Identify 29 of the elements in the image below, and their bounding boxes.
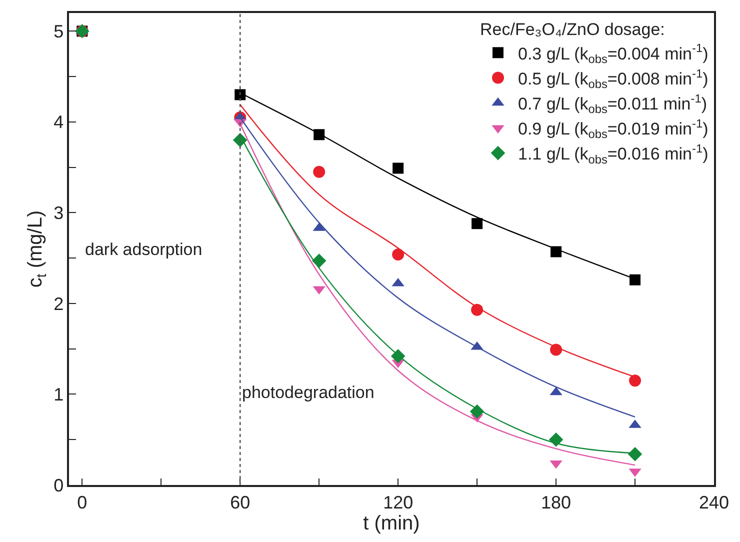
annotation: dark adsorption: [85, 240, 202, 259]
y-tick-label: 1: [54, 384, 64, 405]
x-tick-label: 0: [77, 492, 88, 512]
y-tick-label: 0: [54, 475, 64, 496]
point: [313, 166, 326, 178]
y-tick-label: 3: [54, 202, 64, 223]
legend-label: 0.7 g/L (k$_{obs}$=0.011 min$^{-1}$): [518, 91, 707, 116]
legend-label: 0.5 g/L (k$_{obs}$=0.008 min$^{-1}$): [518, 66, 708, 91]
point: [630, 274, 641, 286]
annotation: photodegradation: [242, 383, 374, 402]
legend-label: 1.1 g/L (k$_{obs}$=0.016 min$^{-1}$): [518, 142, 708, 166]
point: [470, 404, 484, 419]
point: [548, 432, 564, 447]
point: [392, 248, 404, 260]
legend-label: 0.9 g/L (k$_{obs}$=0.019 min$^{-1}$): [518, 116, 708, 142]
x-tick-label: 180: [541, 492, 572, 512]
x-tick-label: 60: [230, 492, 250, 512]
point: [472, 218, 483, 230]
point: [392, 162, 404, 174]
y-tick-label: 5: [54, 21, 64, 42]
x-tick-label: 240: [698, 492, 730, 512]
point: [628, 446, 642, 462]
x-tick-label: 120: [383, 492, 414, 512]
y-tick-label: 2: [54, 294, 64, 314]
legend-label: 0.3 g/L (k$_{obs}$=0.004 min$^{-1}$): [518, 41, 708, 66]
point: [629, 374, 642, 387]
legend-title: Rec/Fe₃O₄/ZnO dosage:: [480, 20, 665, 40]
y-tick-label: 4: [54, 112, 64, 132]
x-axis-title: t (min): [363, 512, 420, 534]
